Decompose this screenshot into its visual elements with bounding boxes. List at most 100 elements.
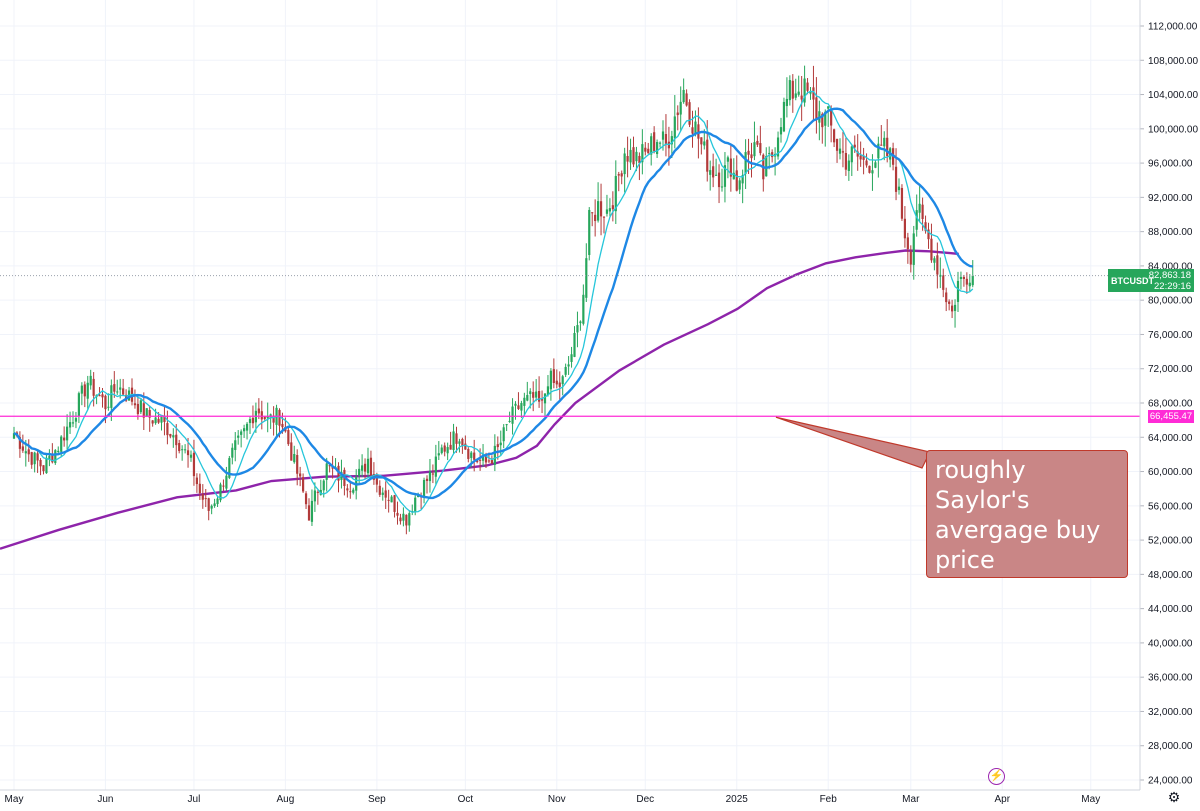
candle-body <box>36 453 39 461</box>
candle-body <box>936 255 939 275</box>
candle-body <box>635 151 638 162</box>
candle-body <box>490 459 493 464</box>
candle-body <box>900 187 904 219</box>
candle-body <box>785 98 788 107</box>
candle-body <box>614 175 617 212</box>
candle-body <box>880 144 883 146</box>
candle-body <box>599 201 603 217</box>
candle-body <box>962 276 965 279</box>
x-tick-label: Mar <box>902 794 920 805</box>
candle-body <box>234 440 237 451</box>
candle-body <box>160 416 163 423</box>
candle-body <box>886 137 889 156</box>
time-axis[interactable]: May Jun Jul Aug Sep Oct Nov Dec 2025 Feb Mar Apr May <box>0 789 1140 805</box>
saylor-level-line[interactable] <box>0 275 1140 417</box>
x-tick-label: Jun <box>97 794 113 805</box>
lightning-icon[interactable]: ⚡ <box>988 768 1005 785</box>
candle-body <box>169 433 172 437</box>
candle-body <box>664 134 668 144</box>
candle-body <box>219 484 222 501</box>
candle-body <box>697 124 700 139</box>
candle-body <box>228 458 231 478</box>
candle-body <box>564 366 567 375</box>
candle-body <box>549 370 552 390</box>
candle-body <box>136 403 139 415</box>
candle-body <box>538 391 541 402</box>
candle-body <box>366 458 370 474</box>
candle-body <box>151 420 154 424</box>
candle-body <box>446 447 449 454</box>
candle-body <box>281 423 284 428</box>
candle-body <box>611 205 614 210</box>
candle-body <box>850 146 853 163</box>
candle-body <box>815 97 818 119</box>
candle-body <box>278 409 281 426</box>
price-axis[interactable]: 112,000.00 108,000.00 104,000.00 100,000.00… <box>1139 0 1198 790</box>
candle-body <box>101 394 104 398</box>
annotation-callout[interactable]: roughly Saylor's avergage buy price <box>926 450 1128 578</box>
candle-body <box>853 144 856 148</box>
candle-body <box>691 127 694 134</box>
candle-body <box>293 454 296 463</box>
candle-body <box>856 151 859 157</box>
y-tick-label: 104,000.00 <box>1148 90 1198 101</box>
candle-body <box>192 452 196 477</box>
y-tick-label: 80,000.00 <box>1148 296 1193 307</box>
candle-body <box>776 137 780 157</box>
candle-body <box>113 384 116 392</box>
candle-body <box>195 477 198 485</box>
candle-body <box>92 378 95 396</box>
candle-body <box>505 424 508 426</box>
level-price-tag: 66,455.47 <box>1148 410 1194 423</box>
candle-body <box>915 210 918 230</box>
candle-body <box>552 369 555 383</box>
candle-body <box>741 175 744 184</box>
candle-body <box>945 292 948 303</box>
candle-body <box>520 403 523 411</box>
candle-body <box>703 141 706 146</box>
candle-body <box>959 276 963 280</box>
candle-body <box>263 416 266 420</box>
candle-body <box>272 415 275 423</box>
candle-body <box>48 455 51 460</box>
candle-body <box>166 423 169 436</box>
candle-body <box>12 433 16 439</box>
y-tick-label: 112,000.00 <box>1148 22 1198 33</box>
candle-body <box>260 411 263 420</box>
candle-body <box>871 170 874 174</box>
candle-body <box>543 393 547 404</box>
candle-body <box>602 216 606 218</box>
candle-body <box>747 150 750 155</box>
symbol-label: BTCUSDT <box>1111 276 1154 286</box>
candle-body <box>363 463 367 472</box>
x-tick-label: Aug <box>277 794 295 805</box>
candle-body <box>765 156 768 177</box>
candle-body <box>104 395 107 410</box>
candle-body <box>384 490 387 498</box>
gear-icon[interactable]: ⚙ <box>1167 789 1181 805</box>
y-tick-label: 92,000.00 <box>1148 193 1193 204</box>
candle-body <box>487 460 491 462</box>
candle-body <box>927 229 930 240</box>
candle-body <box>517 405 520 409</box>
candle-body <box>715 174 718 176</box>
candle-body <box>175 434 178 446</box>
candle-body <box>732 172 735 180</box>
candle-body <box>688 102 691 125</box>
candle-body <box>573 332 576 357</box>
candle-body <box>782 101 786 132</box>
candle-body <box>800 95 803 100</box>
candle-body <box>526 394 529 401</box>
candle-body <box>148 410 151 418</box>
candle-body <box>827 106 830 109</box>
candle-body <box>304 493 308 505</box>
candle-body <box>21 446 24 451</box>
candle-body <box>685 93 688 106</box>
candle-body <box>63 437 66 441</box>
candle-body <box>588 209 591 255</box>
candle-body <box>759 143 762 154</box>
y-tick-label: 108,000.00 <box>1148 56 1198 67</box>
candle-body <box>231 447 234 458</box>
candle-body <box>897 186 901 191</box>
